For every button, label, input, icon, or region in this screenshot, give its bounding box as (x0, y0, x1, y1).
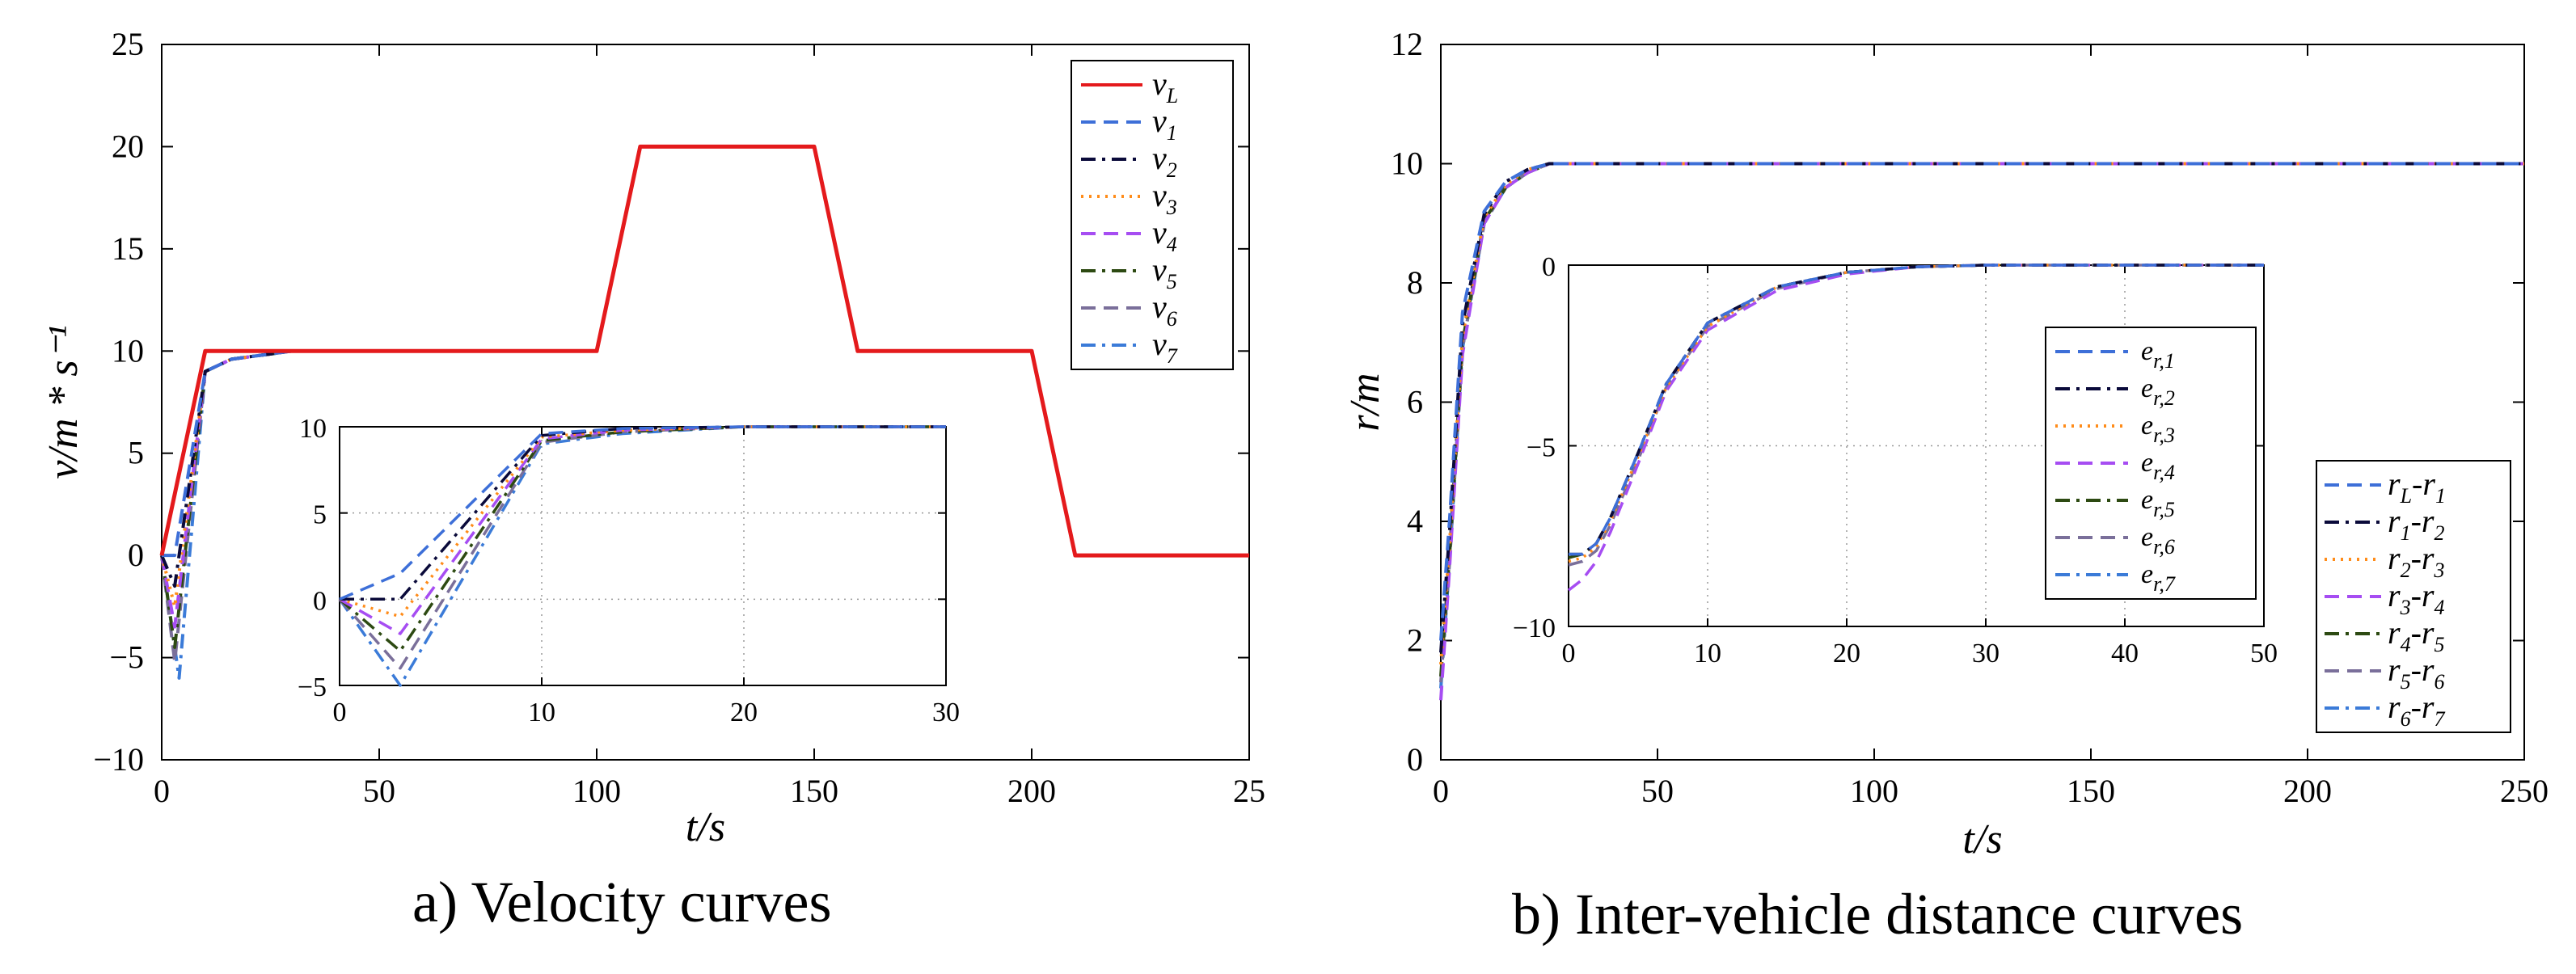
chart-b-inset-ytick-label: 0 (1542, 252, 1556, 282)
chart-b-inset-ytick-label: −10 (1513, 613, 1556, 643)
chart-a-legend-label-v4: v4 (1152, 214, 1177, 256)
chart-b-legend-label-r2-r3: r2-r3 (2388, 540, 2444, 582)
chart-a-xtick-label: 50 (363, 773, 395, 809)
chart-b-ytick-label: 12 (1391, 26, 1423, 62)
chart-b-ytick-label: 4 (1407, 503, 1423, 539)
chart-b-inset-xtick-label: 40 (2111, 639, 2139, 668)
chart-b-legend-label-r4-r5: r4-r5 (2388, 614, 2444, 656)
chart-b-xtick-label: 0 (1433, 773, 1449, 809)
chart-b-ytick-label: 10 (1391, 145, 1423, 182)
chart-a-legend (1071, 60, 1234, 370)
chart-b-legend-label-rL-r1: rL-r1 (2388, 466, 2446, 508)
chart-a-inset-xtick-label: 20 (730, 698, 758, 727)
chart-b-inset-xtick-label: 30 (1972, 639, 2000, 668)
chart-a-inset-ytick-label: 10 (299, 414, 327, 444)
chart-b-inset-xtick-label: 50 (2250, 639, 2278, 668)
chart-b-ylabel: r/m (1342, 373, 1388, 431)
chart-a-ytick-label: 20 (112, 128, 144, 164)
chart-a-ytick-label: 15 (112, 230, 144, 267)
chart-b-legend-label-r5-r6: r5-r6 (2388, 651, 2444, 694)
caption-a: a) Velocity curves (412, 870, 832, 934)
chart-b-ytick-label: 8 (1407, 264, 1423, 301)
chart-b-xtick-label: 150 (2067, 773, 2115, 809)
chart-a-inset-xtick-label: 30 (932, 698, 960, 727)
chart-a-inset-xtick-label: 0 (333, 698, 347, 727)
chart-a-inset-plot-area (339, 426, 947, 686)
chart-b-series-rL-r1 (1439, 162, 2524, 641)
chart-a-xtick-label: 0 (154, 773, 170, 809)
chart-b-inset-series-er,1 (1569, 264, 2264, 556)
chart-a-inset-xtick-label: 10 (528, 698, 555, 727)
chart-b-xtick-label: 100 (1850, 773, 1898, 809)
chart-a-legend-label-v6: v6 (1152, 289, 1177, 331)
chart-a-ytick-label: 10 (112, 332, 144, 369)
chart-a-legend-label-v2: v2 (1152, 140, 1177, 182)
chart-b-inset-legend-label-er,7: er,7 (2141, 559, 2176, 596)
chart-a-inset-ytick-label: 0 (313, 586, 327, 616)
chart-a-ytick-label: 0 (128, 537, 144, 573)
chart-b-inset-legend-label-er,6: er,6 (2141, 522, 2175, 559)
chart-a-inset-series-f5 (338, 425, 946, 653)
chart-a-xlabel: t/s (686, 804, 725, 850)
chart-a-legend-label-v1: v1 (1152, 103, 1177, 145)
chart-a-xtick-label: 100 (572, 773, 621, 809)
chart-b-inset-series-er,3 (1568, 264, 2264, 563)
chart-b-inset-legend-label-er,2: er,2 (2141, 373, 2175, 410)
chart-b-xtick-label: 200 (2283, 773, 2332, 809)
chart-b-inset-series-er,6 (1568, 264, 2264, 567)
chart-a-ytick-label: −10 (93, 741, 144, 778)
chart-b-inset-xtick-label: 10 (1694, 639, 1721, 668)
chart-b-inset-xtick-label: 0 (1562, 639, 1576, 668)
chart-b-ytick-label: 6 (1407, 384, 1423, 420)
chart-b-xlabel: t/s (1962, 816, 2002, 862)
chart-b-xtick-label: 250 (2500, 773, 2549, 809)
chart-a-legend-label-v7: v7 (1152, 326, 1178, 368)
chart-b-inset-legend-label-er,1: er,1 (2141, 336, 2175, 373)
chart-a-legend-label-v5: v5 (1152, 251, 1177, 293)
chart-a-ylabel: v/m * s⁻¹ (40, 325, 87, 479)
caption-b: b) Inter-vehicle distance curves (1512, 882, 2244, 947)
chart-a-inset-ytick-label: −5 (298, 673, 327, 702)
chart-a-xtick-label: 150 (790, 773, 838, 809)
chart-b-ytick-label: 0 (1407, 741, 1423, 778)
chart-b-inset-legend-label-er,5: er,5 (2141, 485, 2175, 521)
chart-b-ytick-label: 2 (1407, 622, 1423, 659)
chart-b-inset-legend-label-er,4: er,4 (2141, 448, 2175, 484)
chart-a-ytick-label: 25 (112, 26, 144, 62)
chart-a-xtick-label: 200 (1007, 773, 1056, 809)
chart-b-legend-label-r3-r4: r3-r4 (2388, 577, 2444, 619)
chart-a-xtick-label: 25 (1233, 773, 1265, 809)
chart-b-inset-legend-label-er,3: er,3 (2141, 411, 2175, 447)
chart-a-inset-ytick-label: 5 (313, 500, 327, 530)
chart-b-inset-xtick-label: 20 (1833, 639, 1860, 668)
chart-b-xtick-label: 50 (1641, 773, 1674, 809)
chart-b-legend-label-r6-r7: r6-r7 (2388, 689, 2445, 731)
chart-a-legend-label-vL: vL (1152, 65, 1178, 108)
chart-b-legend-label-r1-r2: r1-r2 (2388, 503, 2444, 545)
chart-a-inset-series-f1 (339, 425, 946, 601)
chart-b-inset-ytick-label: −5 (1527, 433, 1556, 463)
chart-a-ytick-label: 5 (128, 435, 144, 471)
chart-a-ytick-label: −5 (109, 639, 144, 676)
chart-a-legend-label-v3: v3 (1152, 177, 1177, 219)
chart-a-series-vL (159, 144, 1249, 558)
